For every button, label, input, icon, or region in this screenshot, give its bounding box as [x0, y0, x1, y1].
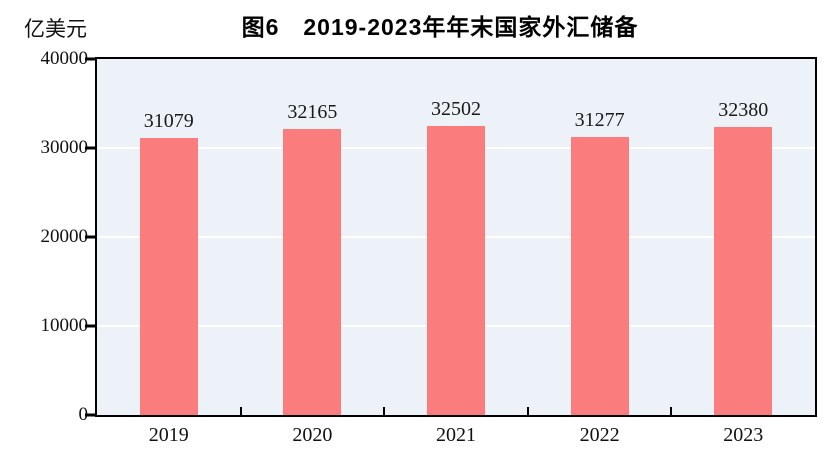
y-tick-label-40000: 40000	[40, 48, 89, 69]
bar-2022	[570, 136, 629, 415]
bar-value-label-2020: 32165	[287, 100, 338, 123]
x-tick-label-2019: 2019	[148, 424, 189, 446]
y-tick-mark	[85, 413, 95, 417]
x-axis-boundary-tick	[383, 407, 386, 415]
y-tick-mark	[85, 324, 95, 328]
bar-value-label-2021: 32502	[431, 97, 481, 120]
plot-area: 31079 32165 32502 31277 32380	[95, 57, 817, 417]
bar-2023	[714, 126, 773, 415]
y-tick-label-20000: 20000	[40, 226, 89, 247]
y-tick-mark	[85, 235, 95, 239]
chart-title: 图6 2019-2023年年末国家外汇储备	[241, 14, 639, 40]
x-tick-label-2020: 2020	[292, 424, 333, 446]
x-axis-boundary-tick	[670, 407, 673, 415]
y-tick-mark	[85, 57, 95, 61]
bar-2021	[427, 125, 485, 415]
bar-2020	[283, 128, 342, 415]
y-tick-label-0: 0	[78, 404, 89, 425]
x-axis-boundary-tick	[526, 407, 529, 415]
x-tick-label-2022: 2022	[579, 424, 620, 446]
x-tick-label-2021: 2021	[436, 424, 476, 446]
plot-inner: 31079 32165 32502 31277 32380	[97, 59, 815, 415]
x-tick-label-2023: 2023	[723, 424, 764, 446]
y-axis-unit-label: 亿美元	[24, 17, 87, 41]
bar-value-label-2023: 32380	[718, 98, 769, 121]
bar-value-label-2022: 31277	[574, 108, 625, 131]
bar-value-label-2019: 31079	[143, 110, 194, 133]
y-tick-label-10000: 10000	[40, 315, 89, 336]
bar-2019	[139, 138, 198, 415]
y-tick-label-30000: 30000	[40, 137, 89, 158]
x-axis-boundary-tick	[239, 407, 242, 415]
y-tick-mark	[85, 146, 95, 150]
